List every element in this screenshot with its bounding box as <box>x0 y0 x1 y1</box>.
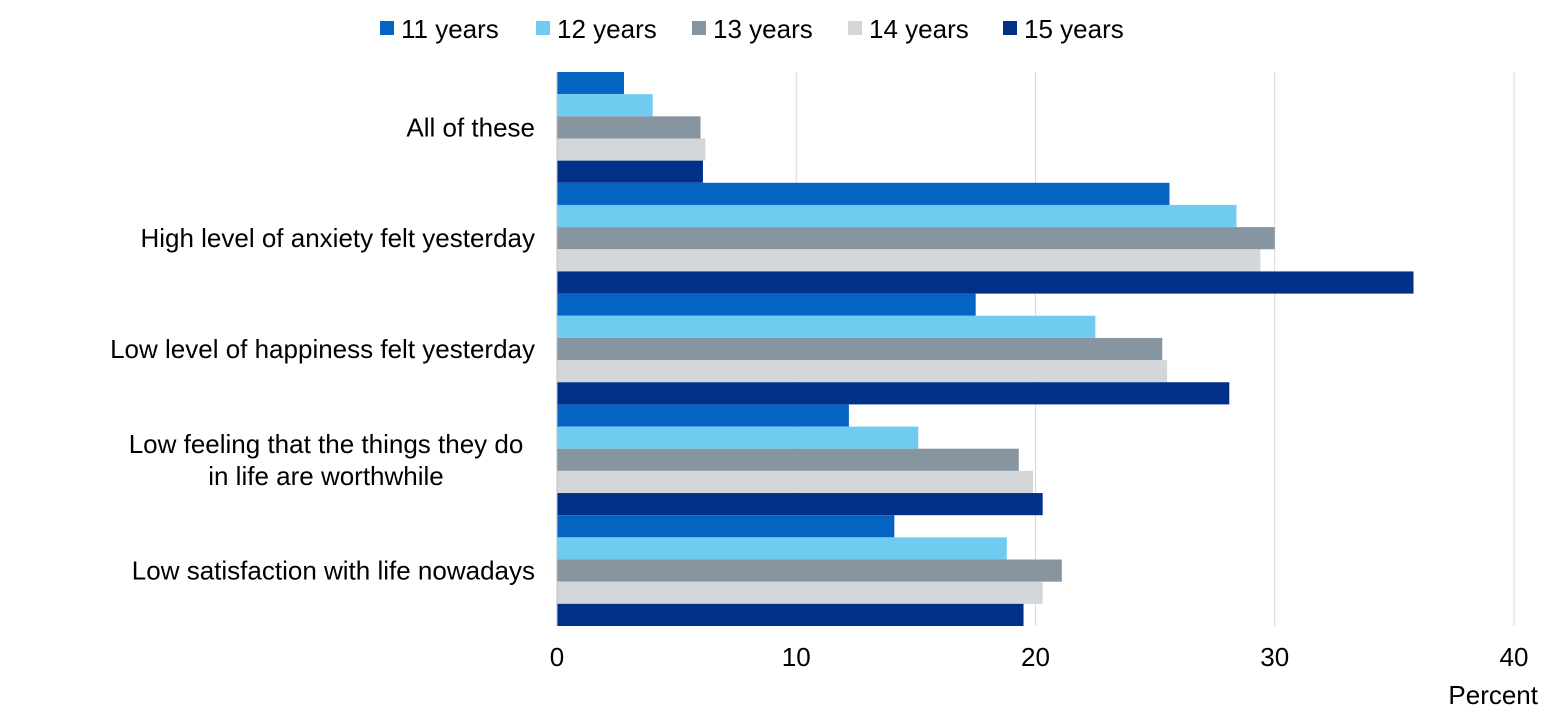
category-label: Low level of happiness felt yesterday <box>110 334 535 364</box>
bar <box>557 581 1043 604</box>
bar <box>557 227 1275 250</box>
bar <box>557 537 1007 560</box>
x-tick-labels: 0 10 20 30 40 <box>550 642 1529 672</box>
bar <box>557 493 1043 516</box>
bar <box>557 116 701 139</box>
legend-swatch <box>536 21 550 35</box>
bar <box>557 382 1230 405</box>
x-tick-label: 20 <box>1021 642 1050 672</box>
x-axis-title: Percent <box>1448 680 1538 710</box>
legend-label: 15 years <box>1024 14 1124 44</box>
category-label-line: High level of anxiety felt yesterday <box>140 223 535 253</box>
bar <box>557 138 706 161</box>
category-label: All of these <box>406 112 535 142</box>
bars <box>557 72 1414 626</box>
bar <box>557 448 1019 471</box>
x-tick-label: 40 <box>1500 642 1529 672</box>
x-tick-label: 0 <box>550 642 564 672</box>
x-tick-label: 10 <box>782 642 811 672</box>
legend-swatch <box>380 21 394 35</box>
bar <box>557 160 703 183</box>
category-label-line: Low satisfaction with life nowadays <box>132 556 535 586</box>
bar <box>557 315 1096 338</box>
bar <box>557 72 624 95</box>
category-label-line: Low feeling that the things they do <box>129 429 524 459</box>
bar <box>557 271 1414 294</box>
bar <box>557 293 976 316</box>
category-label-line: All of these <box>406 112 535 142</box>
legend: 11 years 12 years 13 years 14 years 15 years <box>380 14 1124 44</box>
bar <box>557 249 1261 272</box>
x-tick-label: 30 <box>1260 642 1289 672</box>
legend-swatch <box>1003 21 1017 35</box>
category-label: High level of anxiety felt yesterday <box>140 223 535 253</box>
bar <box>557 426 919 449</box>
category-label: Low satisfaction with life nowadays <box>132 556 535 586</box>
bar <box>557 559 1062 582</box>
legend-swatch <box>692 21 706 35</box>
legend-label: 13 years <box>713 14 813 44</box>
bar <box>557 337 1163 361</box>
bar <box>557 404 849 427</box>
legend-label: 12 years <box>557 14 657 44</box>
bar <box>557 182 1170 205</box>
legend-label: 11 years <box>401 14 499 44</box>
legend-label: 14 years <box>869 14 969 44</box>
bar <box>557 515 895 538</box>
category-label-line: Low level of happiness felt yesterday <box>110 334 535 364</box>
bar <box>557 360 1168 383</box>
bar <box>557 603 1024 626</box>
bar <box>557 204 1237 228</box>
category-label-line: in life are worthwhile <box>208 461 444 491</box>
bar <box>557 94 653 117</box>
bar <box>557 470 1034 494</box>
category-labels: All of these High level of anxiety felt y… <box>110 112 535 585</box>
category-label: Low feeling that the things they do in li… <box>129 429 524 491</box>
legend-swatch <box>848 21 862 35</box>
